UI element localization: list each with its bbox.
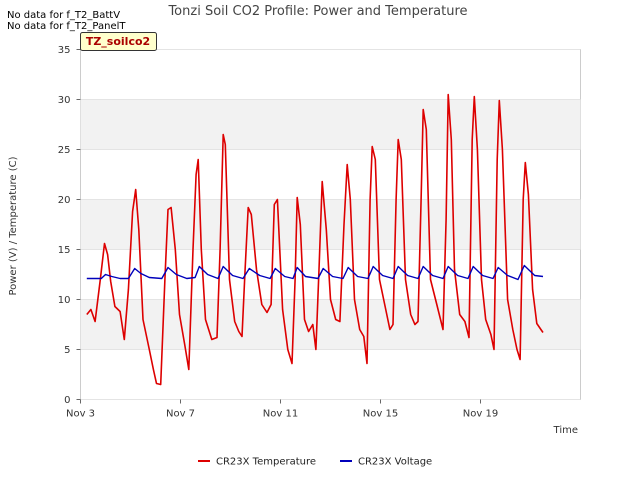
y-tick-label: 20 [58,195,71,206]
legend-label: CR23X Temperature [216,457,316,468]
x-tick-label: Nov 19 [463,409,498,420]
legend-label: CR23X Voltage [358,457,432,468]
x-tick-label: Nov 15 [363,409,398,420]
y-tick-label: 35 [58,45,71,56]
grid-band [80,99,581,150]
no-data-note-2: No data for f_T2_PanelT [7,21,126,32]
tz-badge-label: TZ_soilco2 [86,35,150,48]
series-line-voltage [86,264,544,281]
y-tick-label: 25 [58,145,71,156]
x-axis-label: Time [553,425,578,436]
x-tick-label: Nov 7 [166,409,195,420]
y-axis-ticks: 0 5 10 15 20 25 30 35 [58,45,81,406]
y-tick-label: 15 [58,245,71,256]
y-tick-label: 5 [64,345,70,356]
y-tick-label: 30 [58,95,71,106]
x-axis-ticks: Nov 3 Nov 7 Nov 11 Nov 15 Nov 19 [66,399,498,420]
series-lines [86,93,544,386]
tz-badge-box [80,32,157,51]
chart-title: Tonzi Soil CO2 Profile: Power and Temper… [167,4,467,19]
y-tick-label: 0 [64,395,70,406]
x-tick-label: Nov 3 [66,409,95,420]
y-axis-label: Power (V) / Temperature (C) [8,156,19,295]
tz-badge: TZ_soilco2 [80,32,157,51]
x-tick-label: Nov 11 [263,409,298,420]
no-data-note-1: No data for f_T2_BattV [7,10,120,21]
legend: CR23X Temperature CR23X Voltage [198,457,432,468]
grid-lines [80,49,581,400]
series-line-temperature [86,93,544,386]
grid-band [80,299,581,350]
y-tick-label: 10 [58,295,71,306]
